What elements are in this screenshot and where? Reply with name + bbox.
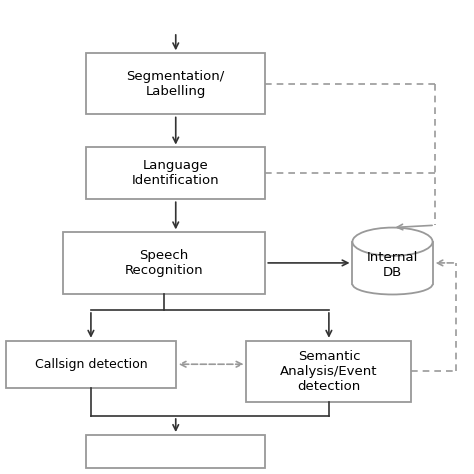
- FancyBboxPatch shape: [63, 232, 265, 293]
- Text: Speech
Recognition: Speech Recognition: [125, 249, 203, 277]
- FancyBboxPatch shape: [86, 147, 265, 199]
- FancyBboxPatch shape: [246, 341, 411, 402]
- FancyBboxPatch shape: [6, 341, 176, 388]
- FancyBboxPatch shape: [86, 53, 265, 115]
- Text: Segmentation/
Labelling: Segmentation/ Labelling: [127, 70, 225, 98]
- Text: Semantic
Analysis/Event
detection: Semantic Analysis/Event detection: [280, 350, 378, 393]
- Ellipse shape: [353, 228, 433, 256]
- FancyBboxPatch shape: [86, 435, 265, 468]
- Text: Callsign detection: Callsign detection: [35, 358, 147, 371]
- Text: Language
Identification: Language Identification: [132, 159, 219, 187]
- Text: Internal
DB: Internal DB: [367, 251, 418, 279]
